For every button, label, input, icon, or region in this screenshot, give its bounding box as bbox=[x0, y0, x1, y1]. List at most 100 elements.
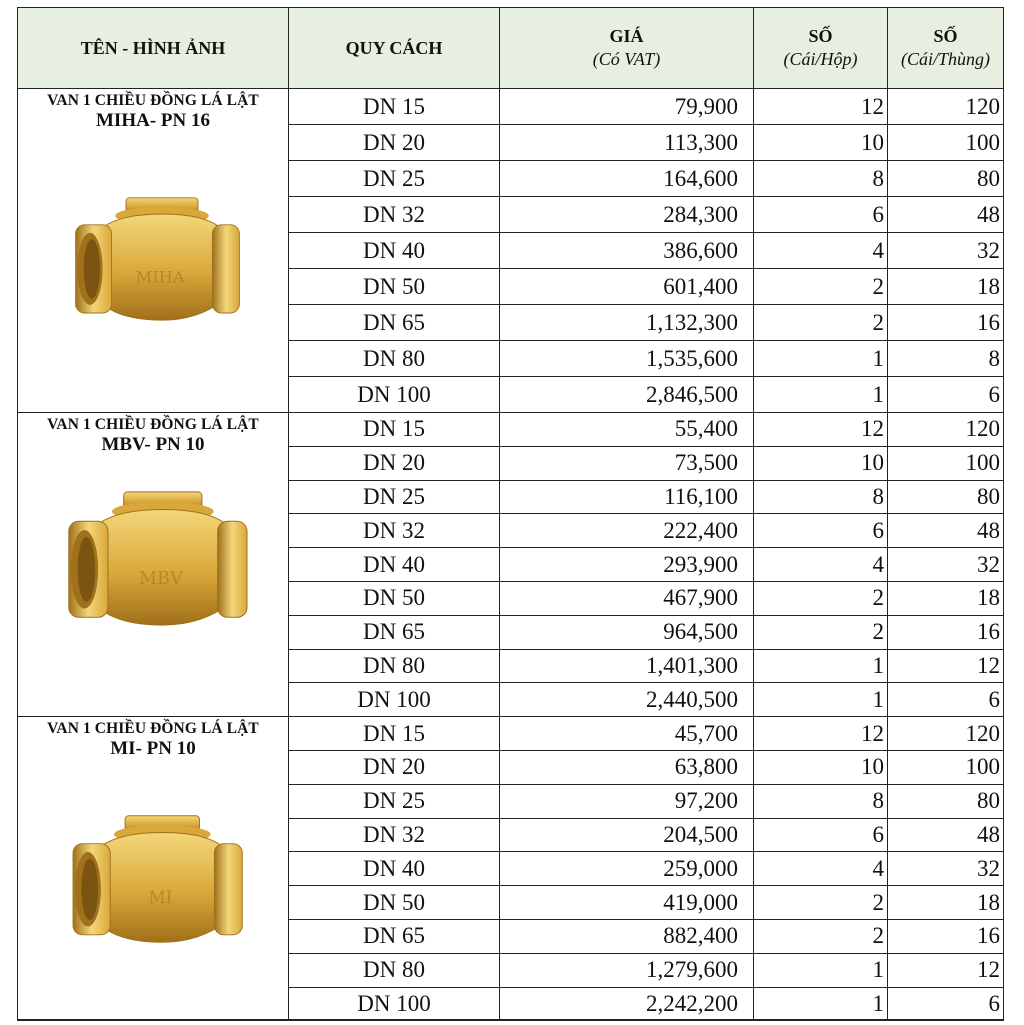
price-cell: 1,132,300 bbox=[499, 304, 754, 341]
box-qty-cell: 10 bbox=[753, 445, 888, 481]
table-row: VAN 1 CHIỀU ĐỒNG LÁ LẬT MBV- PN 10 MBV DN… bbox=[17, 411, 1004, 718]
price-cell: 284,300 bbox=[499, 196, 754, 233]
spec-cell: DN 20 bbox=[288, 749, 500, 785]
spec-cell: DN 100 bbox=[288, 986, 500, 1022]
table-row: DN 50 601,400 2 18 bbox=[18, 268, 1004, 305]
carton-qty-cell: 120 bbox=[887, 716, 1004, 751]
spec-cell: DN 25 bbox=[288, 783, 500, 819]
product-model: MI- PN 10 bbox=[110, 738, 196, 760]
header-carton-label: SỐ bbox=[933, 26, 958, 46]
spec-cell: DN 50 bbox=[288, 885, 500, 920]
product-title: VAN 1 CHIỀU ĐỒNG LÁ LẬT bbox=[47, 720, 259, 738]
box-qty-cell: 2 bbox=[753, 885, 888, 920]
header-box: SỐ (Cái/Hộp) bbox=[753, 7, 888, 89]
header-price-label: GIÁ bbox=[609, 26, 644, 46]
header-carton: SỐ (Cái/Thùng) bbox=[887, 7, 1004, 89]
valve-svg: MIHA bbox=[75, 197, 240, 321]
carton-qty-cell: 120 bbox=[887, 88, 1004, 125]
carton-qty-cell: 6 bbox=[887, 986, 1004, 1022]
spec-cell: DN 20 bbox=[288, 124, 500, 161]
carton-qty-cell: 6 bbox=[887, 682, 1004, 718]
box-qty-cell: 8 bbox=[753, 783, 888, 819]
box-qty-cell: 1 bbox=[753, 986, 888, 1022]
price-cell: 97,200 bbox=[499, 783, 754, 819]
table-row: DN 65 1,132,300 2 16 bbox=[18, 304, 1004, 341]
box-qty-cell: 1 bbox=[753, 952, 888, 988]
carton-qty-cell: 80 bbox=[887, 783, 1004, 819]
carton-qty-cell: 16 bbox=[887, 614, 1004, 650]
price-cell: 419,000 bbox=[499, 885, 754, 920]
box-qty-cell: 12 bbox=[753, 716, 888, 751]
table-row: DN 80 1,535,600 1 8 bbox=[18, 340, 1004, 377]
product-name-cell: VAN 1 CHIỀU ĐỒNG LÁ LẬT MBV- PN 10 MBV bbox=[17, 411, 289, 718]
table-row: DN 20 73,500 10 100 bbox=[18, 445, 1004, 481]
spec-cell: DN 100 bbox=[288, 682, 500, 718]
price-cell: 222,400 bbox=[499, 513, 754, 549]
price-cell: 116,100 bbox=[499, 479, 754, 515]
header-box-sub: (Cái/Hộp) bbox=[783, 49, 858, 69]
svg-text:MIHA: MIHA bbox=[136, 267, 185, 286]
spec-cell: DN 65 bbox=[288, 304, 500, 341]
table-row: DN 32 222,400 6 48 bbox=[18, 513, 1004, 549]
price-cell: 2,440,500 bbox=[499, 682, 754, 718]
spec-cell: DN 80 bbox=[288, 340, 500, 377]
box-qty-cell: 12 bbox=[753, 88, 888, 125]
carton-qty-cell: 120 bbox=[887, 412, 1004, 447]
carton-qty-cell: 48 bbox=[887, 817, 1004, 853]
price-cell: 45,700 bbox=[499, 716, 754, 751]
brass-check-valve-icon: MBV bbox=[55, 488, 251, 634]
carton-qty-cell: 12 bbox=[887, 648, 1004, 684]
header-name-label: TÊN - HÌNH ẢNH bbox=[80, 37, 226, 58]
price-cell: 386,600 bbox=[499, 232, 754, 269]
table-row: DN 50 419,000 2 18 bbox=[18, 885, 1004, 920]
carton-qty-cell: 48 bbox=[887, 513, 1004, 549]
spec-cell: DN 50 bbox=[288, 580, 500, 616]
spec-cell: DN 40 bbox=[288, 547, 500, 582]
spec-cell: DN 20 bbox=[288, 445, 500, 481]
table-row: VAN 1 CHIỀU ĐỒNG LÁ LẬT MI- PN 10 MI DN 1… bbox=[17, 716, 1004, 1022]
box-qty-cell: 4 bbox=[753, 547, 888, 582]
price-cell: 601,400 bbox=[499, 268, 754, 305]
header-spec: QUY CÁCH bbox=[288, 7, 500, 89]
spec-cell: DN 25 bbox=[288, 160, 500, 197]
table-row: DN 32 284,300 6 48 bbox=[18, 196, 1004, 233]
spec-cell: DN 50 bbox=[288, 268, 500, 305]
box-qty-cell: 6 bbox=[753, 196, 888, 233]
box-qty-cell: 2 bbox=[753, 918, 888, 954]
table-row: DN 40 259,000 4 32 bbox=[18, 851, 1004, 887]
carton-qty-cell: 100 bbox=[887, 124, 1004, 161]
table-row: DN 50 467,900 2 18 bbox=[18, 580, 1004, 616]
table-row: DN 65 882,400 2 16 bbox=[18, 918, 1004, 954]
price-table-sheet: TÊN - HÌNH ẢNH QUY CÁCH GIÁ (Có VAT) SỐ … bbox=[17, 7, 1004, 1022]
carton-qty-cell: 32 bbox=[887, 232, 1004, 269]
price-cell: 2,846,500 bbox=[499, 376, 754, 413]
box-qty-cell: 6 bbox=[753, 817, 888, 853]
table-body: VAN 1 CHIỀU ĐỒNG LÁ LẬT MIHA- PN 16 MIHA … bbox=[17, 88, 1004, 1022]
carton-qty-cell: 32 bbox=[887, 547, 1004, 582]
product-model: MIHA- PN 16 bbox=[96, 110, 210, 131]
price-cell: 1,279,600 bbox=[499, 952, 754, 988]
box-qty-cell: 2 bbox=[753, 268, 888, 305]
price-cell: 1,401,300 bbox=[499, 648, 754, 684]
table-row: DN 32 204,500 6 48 bbox=[18, 817, 1004, 853]
price-cell: 1,535,600 bbox=[499, 340, 754, 377]
spec-cell: DN 25 bbox=[288, 479, 500, 515]
spec-cell: DN 15 bbox=[288, 716, 500, 751]
box-qty-cell: 10 bbox=[753, 124, 888, 161]
brass-check-valve-icon: MI bbox=[60, 812, 246, 951]
spec-cell: DN 80 bbox=[288, 648, 500, 684]
table-row: DN 40 386,600 4 32 bbox=[18, 232, 1004, 269]
price-cell: 113,300 bbox=[499, 124, 754, 161]
box-qty-cell: 1 bbox=[753, 682, 888, 718]
carton-qty-cell: 100 bbox=[887, 749, 1004, 785]
product-title: VAN 1 CHIỀU ĐỒNG LÁ LẬT bbox=[47, 416, 259, 433]
box-qty-cell: 1 bbox=[753, 340, 888, 377]
header-name: TÊN - HÌNH ẢNH bbox=[17, 7, 289, 89]
box-qty-cell: 12 bbox=[753, 412, 888, 447]
carton-qty-cell: 12 bbox=[887, 952, 1004, 988]
carton-qty-cell: 8 bbox=[887, 340, 1004, 377]
carton-qty-cell: 16 bbox=[887, 304, 1004, 341]
spec-cell: DN 15 bbox=[288, 88, 500, 125]
box-qty-cell: 1 bbox=[753, 648, 888, 684]
price-cell: 63,800 bbox=[499, 749, 754, 785]
